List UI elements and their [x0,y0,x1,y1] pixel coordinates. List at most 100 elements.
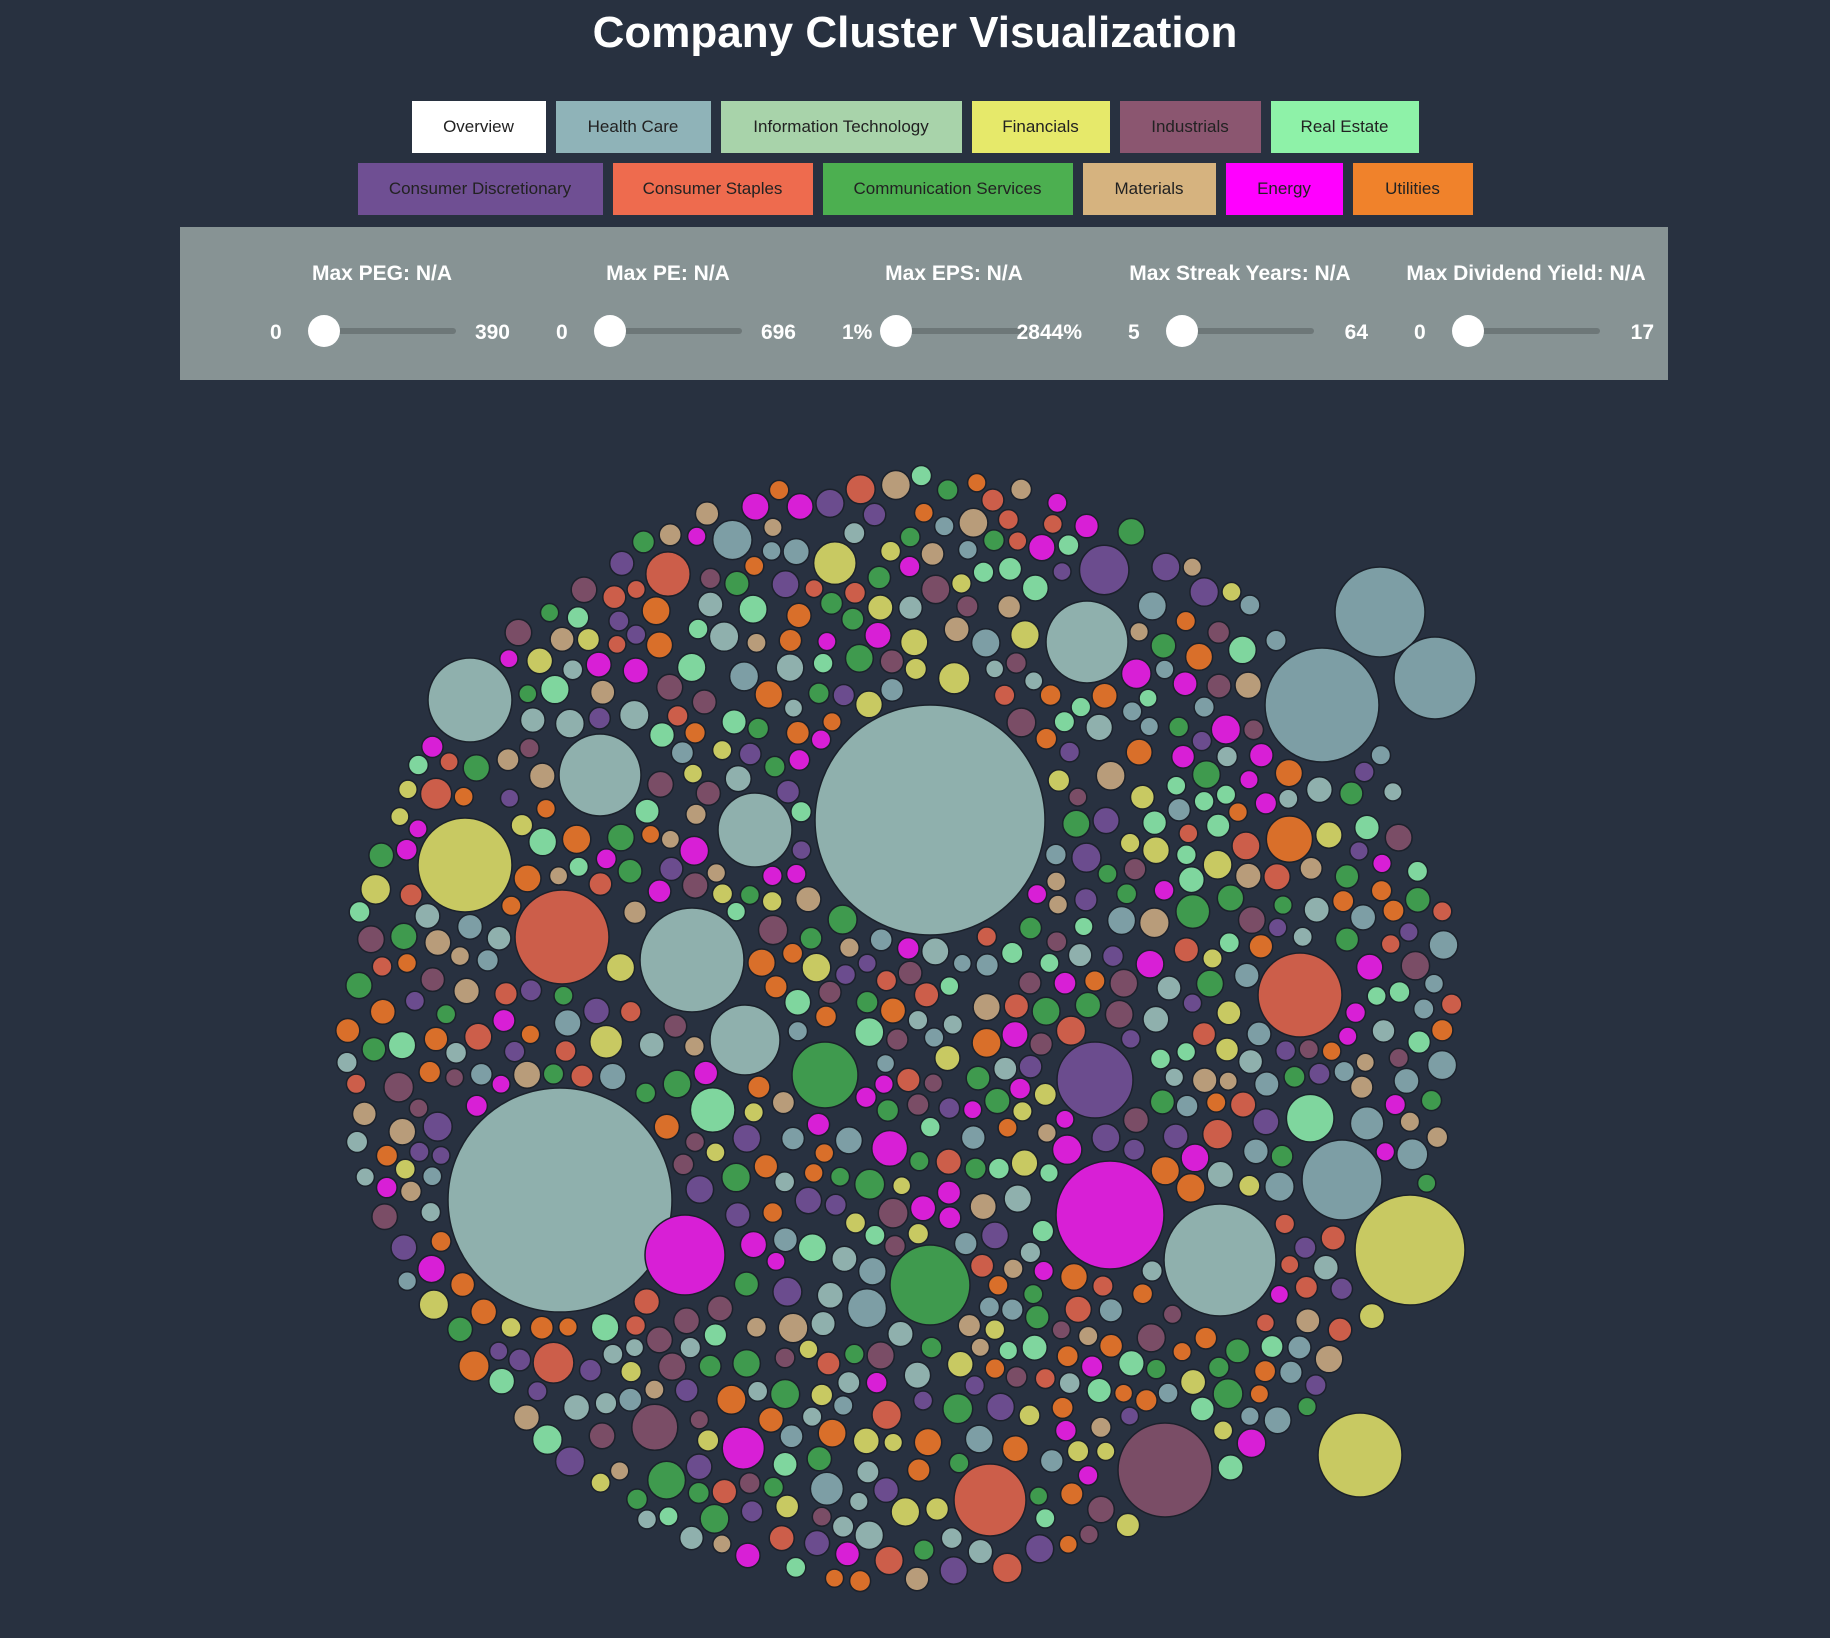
company-bubble[interactable] [1068,787,1088,807]
company-bubble[interactable] [418,1289,450,1321]
company-bubble[interactable] [1092,806,1120,835]
company-bubble[interactable] [1018,971,1042,995]
company-bubble[interactable] [899,627,929,657]
company-bubble[interactable] [1024,1304,1050,1330]
company-bubble[interactable] [1070,696,1092,718]
company-bubble[interactable] [1135,949,1165,979]
company-bubble[interactable] [348,900,371,924]
company-bubble[interactable] [912,1539,935,1562]
company-bubble[interactable] [529,1315,555,1340]
company-bubble[interactable] [1172,670,1198,697]
company-bubble[interactable] [1193,696,1216,718]
company-bubble[interactable] [997,594,1022,620]
company-bubble[interactable] [832,683,856,707]
company-bubble[interactable] [987,1157,1011,1180]
company-bubble[interactable] [622,900,648,925]
company-bubble[interactable] [578,1358,603,1382]
company-bubble[interactable] [875,1053,896,1074]
company-bubble[interactable] [855,990,879,1014]
tab-materials[interactable]: Materials [1082,163,1216,215]
company-bubble[interactable] [815,488,845,519]
company-bubble[interactable] [705,1142,726,1163]
company-bubble[interactable] [1382,899,1405,922]
company-bubble[interactable] [864,621,892,650]
company-bubble[interactable] [712,1534,732,1554]
company-bubble[interactable] [831,1515,855,1539]
company-bubble[interactable] [609,1460,630,1481]
company-bubble[interactable] [1195,969,1225,998]
company-bubble[interactable] [535,798,557,819]
company-bubble[interactable] [519,979,543,1002]
company-bubble[interactable] [1167,797,1192,822]
company-bubble[interactable] [1142,1005,1170,1033]
company-bubble[interactable] [1216,884,1245,913]
company-bubble[interactable] [1277,788,1299,810]
company-bubble[interactable] [747,948,777,978]
company-bubble[interactable] [984,1318,1006,1341]
company-bubble[interactable] [1216,745,1239,768]
company-bubble[interactable] [1095,760,1126,791]
company-bubble[interactable] [948,1452,970,1474]
company-bubble[interactable] [510,813,534,837]
company-bubble[interactable] [1221,581,1242,603]
company-bubble[interactable] [1023,671,1044,691]
company-bubble[interactable] [430,1230,452,1253]
company-bubble[interactable] [964,1157,987,1180]
company-bubble[interactable] [1034,1367,1057,1390]
company-bubble[interactable] [390,1233,418,1262]
company-bubble[interactable] [531,1424,563,1456]
company-bubble[interactable] [570,576,598,604]
company-bubble[interactable] [689,1086,736,1134]
company-bubble[interactable] [488,1367,516,1395]
company-bubble[interactable] [913,502,935,523]
company-bubble[interactable] [757,1406,785,1433]
company-bubble[interactable] [1398,921,1419,943]
company-bubble[interactable] [1287,1335,1312,1360]
company-bubble[interactable] [1056,1041,1134,1119]
company-bubble[interactable] [761,890,783,913]
company-bubble[interactable] [683,1035,706,1058]
company-bubble[interactable] [1137,591,1168,621]
company-bubble[interactable] [745,1316,768,1339]
company-bubble[interactable] [375,1176,398,1199]
company-bubble[interactable] [864,1224,886,1247]
company-bubble[interactable] [913,981,940,1008]
company-bubble[interactable] [1056,1344,1080,1368]
company-bubble[interactable] [1055,1160,1165,1270]
company-bubble[interactable] [1047,768,1071,793]
company-bubble[interactable] [500,1316,522,1339]
company-bubble[interactable] [843,581,867,605]
company-bubble[interactable] [644,1214,726,1296]
company-bubble[interactable] [762,1201,784,1224]
company-bubble[interactable] [590,1472,611,1493]
company-bubble[interactable] [633,1288,661,1316]
company-bubble[interactable] [768,479,790,501]
company-bubble[interactable] [439,751,459,772]
company-bubble[interactable] [691,689,718,715]
company-bubble[interactable] [1120,1028,1141,1050]
tab-energy[interactable]: Energy [1225,163,1343,215]
company-bubble[interactable] [375,1144,399,1168]
company-bubble[interactable] [1212,1420,1234,1441]
company-bubble[interactable] [816,1351,841,1376]
company-bubble[interactable] [739,884,761,906]
company-bubble[interactable] [1252,1108,1280,1136]
company-bubble[interactable] [679,1336,702,1359]
company-bubble[interactable] [1018,1054,1043,1079]
company-bubble[interactable] [1029,1031,1054,1057]
company-bubble[interactable] [345,971,373,1000]
company-bubble[interactable] [1353,761,1375,783]
company-bubble[interactable] [986,1392,1016,1422]
company-bubble[interactable] [1172,1341,1193,1362]
company-bubble[interactable] [674,1378,699,1403]
company-bubble[interactable] [1052,561,1072,582]
company-bubble[interactable] [1000,1298,1024,1322]
company-bubble[interactable] [1253,1359,1277,1383]
company-bubble[interactable] [1231,831,1261,861]
company-bubble[interactable] [499,648,519,669]
company-bubble[interactable] [1384,823,1413,852]
company-bubble[interactable] [1059,1262,1089,1292]
company-bubble[interactable] [887,1320,914,1348]
company-bubble[interactable] [1426,1126,1449,1149]
company-bubble[interactable] [1179,1368,1207,1396]
